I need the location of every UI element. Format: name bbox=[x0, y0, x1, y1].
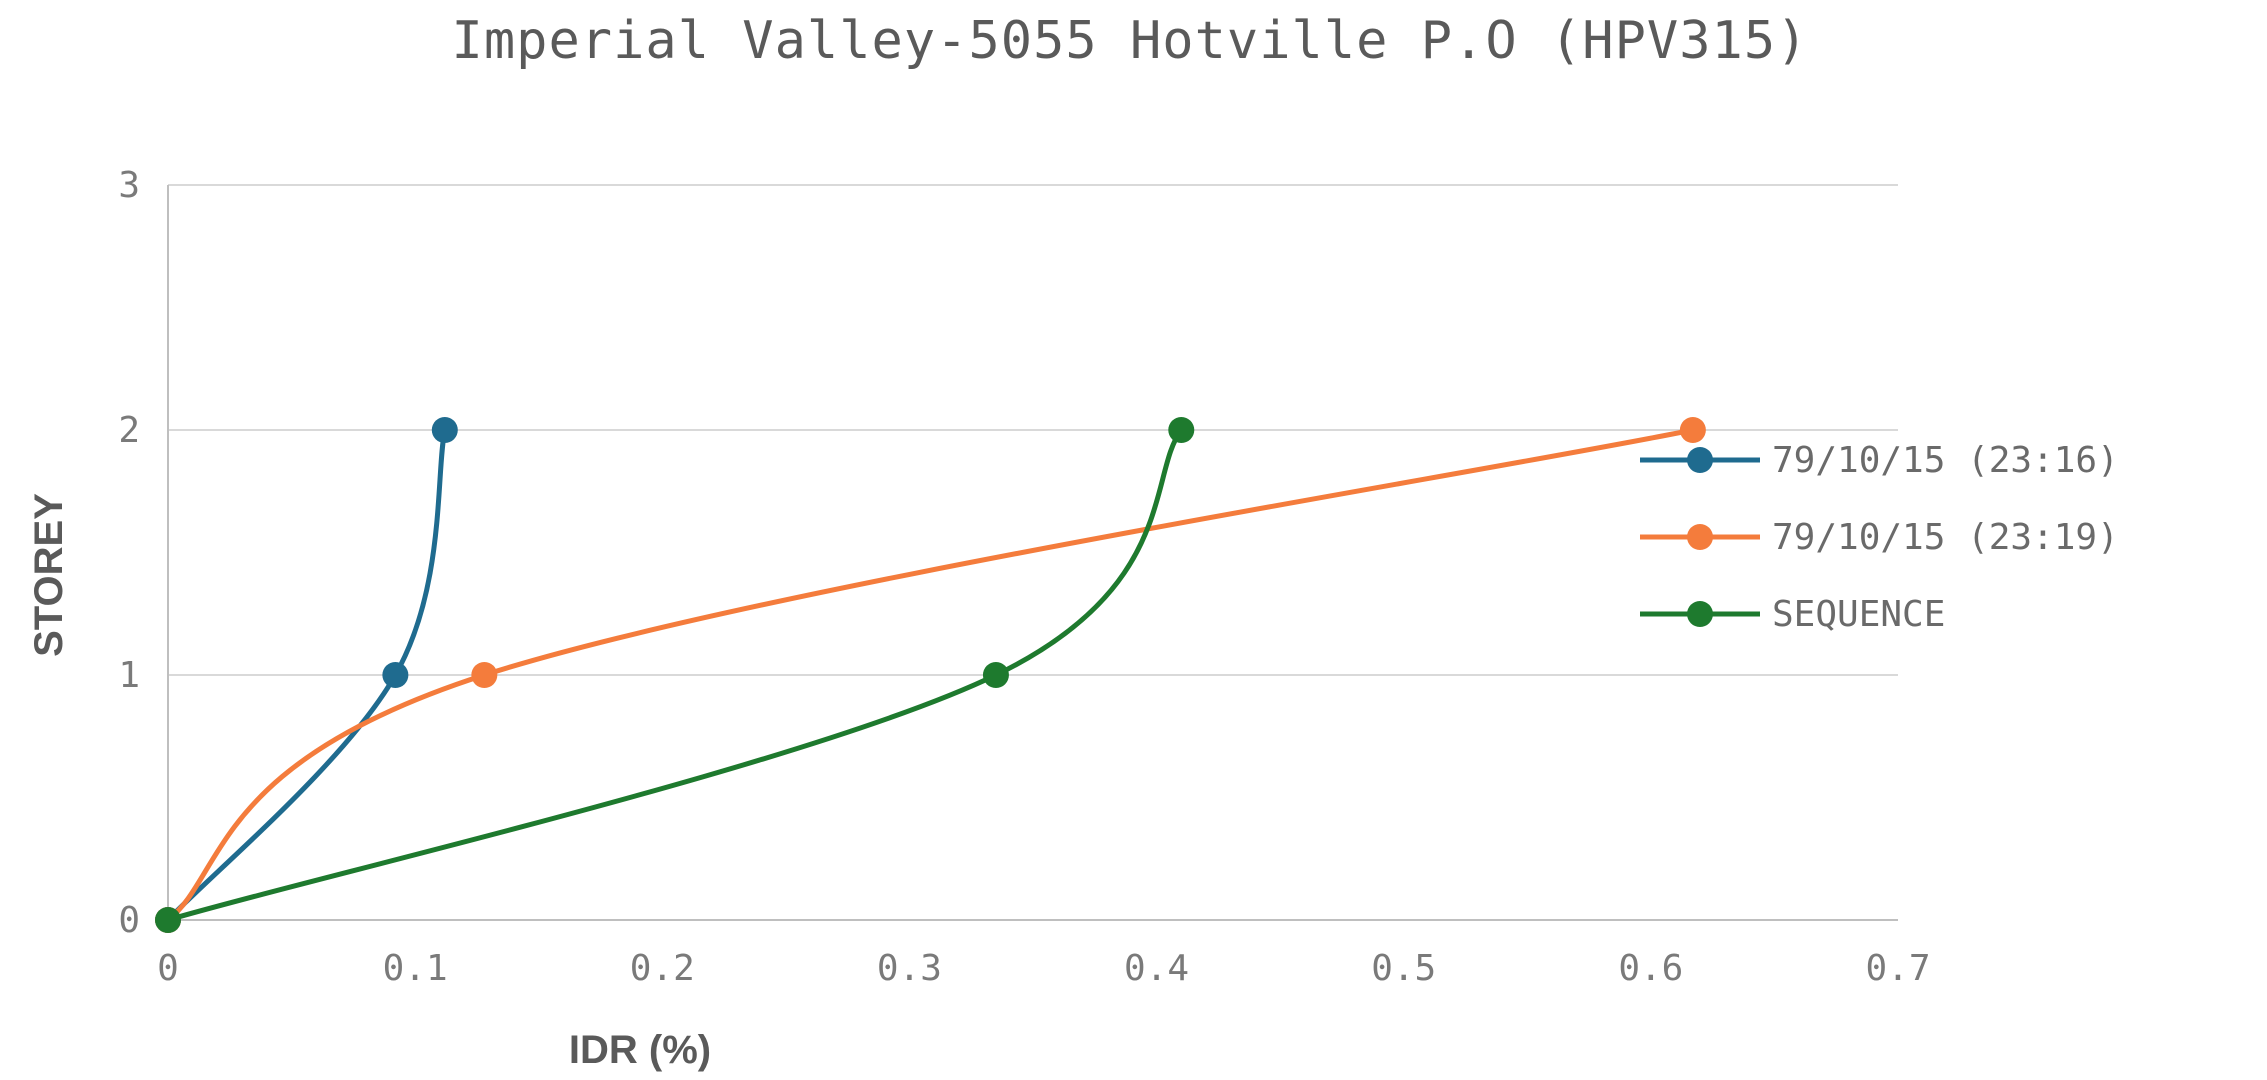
legend-marker bbox=[1687, 447, 1713, 473]
y-axis-label: STOREY bbox=[27, 493, 71, 657]
series-point bbox=[1168, 417, 1195, 443]
y-tick-label: 0 bbox=[118, 900, 140, 941]
series-line bbox=[165, 427, 1184, 923]
series-group bbox=[155, 417, 1195, 933]
y-tick-label: 1 bbox=[118, 655, 140, 696]
y-tick-label: 2 bbox=[118, 410, 140, 451]
grid bbox=[168, 184, 1898, 676]
x-tick-label: 0.4 bbox=[1124, 948, 1189, 989]
x-tick-label: 0.2 bbox=[630, 948, 695, 989]
x-tick-label: 0.6 bbox=[1618, 948, 1683, 989]
x-tick-label: 0.3 bbox=[877, 948, 942, 989]
chart-title: Imperial Valley-5055 Hotville P.O (HPV31… bbox=[452, 11, 1809, 71]
x-tick-label: 0 bbox=[157, 948, 179, 989]
series-lines bbox=[155, 417, 1706, 933]
series-point bbox=[155, 907, 181, 933]
series-point bbox=[471, 662, 498, 688]
legend-item: 79/10/15 (23:16) bbox=[1640, 440, 2119, 481]
y-tick-label: 3 bbox=[118, 165, 140, 206]
y-axis-ticks: 0 1 2 3 bbox=[118, 165, 140, 941]
x-tick-label: 0.5 bbox=[1371, 948, 1436, 989]
legend-label: 79/10/15 (23:19) bbox=[1772, 517, 2119, 558]
series-point bbox=[431, 417, 458, 443]
legend-item: SEQUENCE bbox=[1640, 594, 1945, 635]
legend-marker bbox=[1687, 524, 1713, 550]
series-point bbox=[982, 662, 1009, 688]
series-point bbox=[1679, 417, 1706, 443]
legend: 79/10/15 (23:16) 79/10/15 (23:19) SEQUENCE bbox=[1640, 440, 2119, 635]
series-point bbox=[382, 662, 409, 688]
series-line bbox=[165, 427, 1696, 923]
legend-label: 79/10/15 (23:16) bbox=[1772, 440, 2119, 481]
legend-label: SEQUENCE bbox=[1772, 594, 1945, 635]
axes bbox=[167, 185, 1898, 921]
legend-marker bbox=[1687, 601, 1713, 627]
legend-item: 79/10/15 (23:19) bbox=[1640, 517, 2119, 558]
x-axis-label: IDR (%) bbox=[569, 1028, 711, 1072]
x-tick-label: 0.7 bbox=[1865, 948, 1930, 989]
x-tick-label: 0.1 bbox=[383, 948, 448, 989]
x-axis-ticks: 0 0.1 0.2 0.3 0.4 0.5 0.6 0.7 bbox=[157, 948, 1930, 989]
